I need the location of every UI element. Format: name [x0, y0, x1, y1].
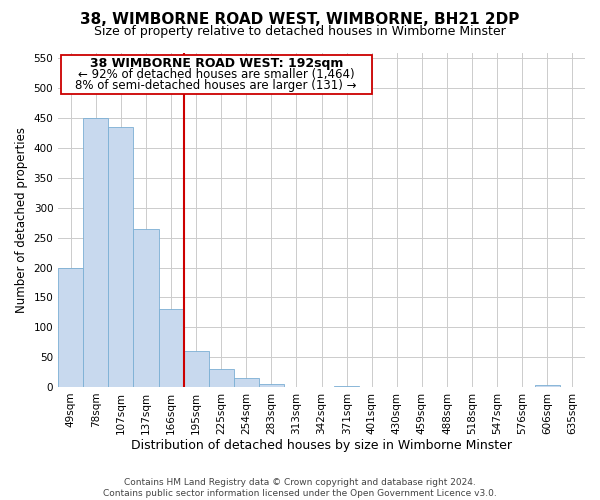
X-axis label: Distribution of detached houses by size in Wimborne Minster: Distribution of detached houses by size …	[131, 440, 512, 452]
Bar	[334, 386, 359, 387]
Bar	[259, 384, 284, 387]
Bar	[535, 385, 560, 387]
Bar	[184, 351, 209, 387]
Bar	[209, 369, 234, 387]
Bar	[58, 268, 83, 387]
Text: 8% of semi-detached houses are larger (131) →: 8% of semi-detached houses are larger (1…	[76, 79, 357, 92]
Text: 38 WIMBORNE ROAD WEST: 192sqm: 38 WIMBORNE ROAD WEST: 192sqm	[89, 57, 343, 70]
Bar	[83, 118, 109, 387]
Bar	[109, 127, 133, 387]
Y-axis label: Number of detached properties: Number of detached properties	[15, 126, 28, 312]
Text: Size of property relative to detached houses in Wimborne Minster: Size of property relative to detached ho…	[94, 25, 506, 38]
Text: Contains HM Land Registry data © Crown copyright and database right 2024.
Contai: Contains HM Land Registry data © Crown c…	[103, 478, 497, 498]
Bar	[133, 228, 158, 387]
Bar	[234, 378, 259, 387]
FancyBboxPatch shape	[61, 55, 372, 94]
Bar	[158, 310, 184, 387]
Text: 38, WIMBORNE ROAD WEST, WIMBORNE, BH21 2DP: 38, WIMBORNE ROAD WEST, WIMBORNE, BH21 2…	[80, 12, 520, 28]
Text: ← 92% of detached houses are smaller (1,464): ← 92% of detached houses are smaller (1,…	[78, 68, 355, 81]
